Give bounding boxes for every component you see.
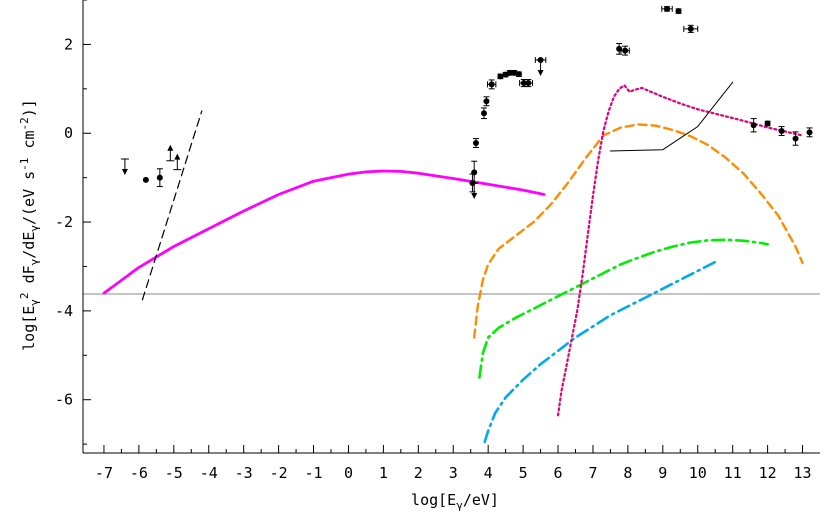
- x-tick-label-1: -6: [130, 464, 148, 482]
- series-line-6: [556, 84, 804, 417]
- x-tick-label-13: 6: [554, 464, 563, 482]
- series-line-3: [473, 123, 804, 339]
- data-point-20: [675, 8, 682, 15]
- x-tick-label-12: 5: [519, 464, 528, 482]
- data-point-9: [497, 73, 504, 80]
- data-point-1: [142, 176, 149, 183]
- y-tick-label-2: -2: [55, 213, 73, 231]
- axes: -7 -6 -5 -4 -3 -2 -1 0 1 2 3 4 5 6 7 8 9 10 11 12 13-6-4-202: [55, 0, 820, 482]
- x-tick-label-14: 7: [588, 464, 597, 482]
- x-tick-label-6: -1: [304, 464, 322, 482]
- data-point-25: [792, 131, 799, 146]
- data-point-19: [661, 5, 673, 12]
- x-tick-label-10: 3: [449, 464, 458, 482]
- x-tick-label-8: 1: [379, 464, 388, 482]
- x-tick-label-3: -4: [200, 464, 218, 482]
- x-tick-label-18: 11: [724, 464, 742, 482]
- data-point-15: [523, 78, 534, 88]
- data-point-18: [620, 45, 630, 56]
- x-tick-label-17: 10: [689, 464, 707, 482]
- data-point-24: [778, 126, 785, 136]
- data-point-6: [480, 107, 487, 120]
- x-tick-label-5: -2: [270, 464, 288, 482]
- x-tick-label-16: 9: [658, 464, 667, 482]
- data-point-21: [683, 24, 699, 33]
- x-tick-label-15: 8: [623, 464, 632, 482]
- x-tick-label-11: 4: [484, 464, 493, 482]
- lower-limit-2: [173, 153, 182, 171]
- upper-limit-1: [120, 158, 129, 175]
- x-axis-label: log[Eγ/eV]: [411, 491, 499, 512]
- y-axis-label: log[Eγ2 dFγ/dEγ/(eV s-1 cm-2)]: [18, 99, 41, 351]
- data-point-22: [750, 118, 757, 133]
- upper-limit-3: [536, 59, 545, 76]
- upper-limit-2: [470, 182, 479, 199]
- series-line-7: [609, 81, 734, 152]
- x-tick-label-4: -3: [235, 464, 253, 482]
- y-tick-label-1: -4: [55, 302, 73, 320]
- data-point-23: [764, 120, 771, 127]
- x-tick-label-0: -7: [95, 464, 113, 482]
- data-point-5: [472, 138, 479, 148]
- x-tick-label-2: -5: [165, 464, 183, 482]
- y-tick-label-0: -6: [55, 391, 73, 409]
- x-tick-label-20: 13: [794, 464, 812, 482]
- x-tick-label-9: 2: [414, 464, 423, 482]
- series-line-4: [478, 238, 769, 379]
- data-point-13: [515, 71, 522, 78]
- data-point-2: [156, 168, 163, 188]
- data-point-7: [483, 96, 490, 107]
- series-line-5: [483, 260, 717, 444]
- x-tick-label-19: 12: [759, 464, 777, 482]
- data-point-11: [506, 69, 513, 76]
- y-tick-label-4: 2: [64, 35, 73, 53]
- series-line-2: [141, 110, 203, 301]
- x-tick-label-7: 0: [344, 464, 353, 482]
- data-point-26: [806, 127, 813, 138]
- points-layer: [120, 5, 813, 199]
- y-tick-label-3: 0: [64, 124, 73, 142]
- lower-limit-1: [166, 144, 175, 162]
- data-point-8: [486, 79, 497, 90]
